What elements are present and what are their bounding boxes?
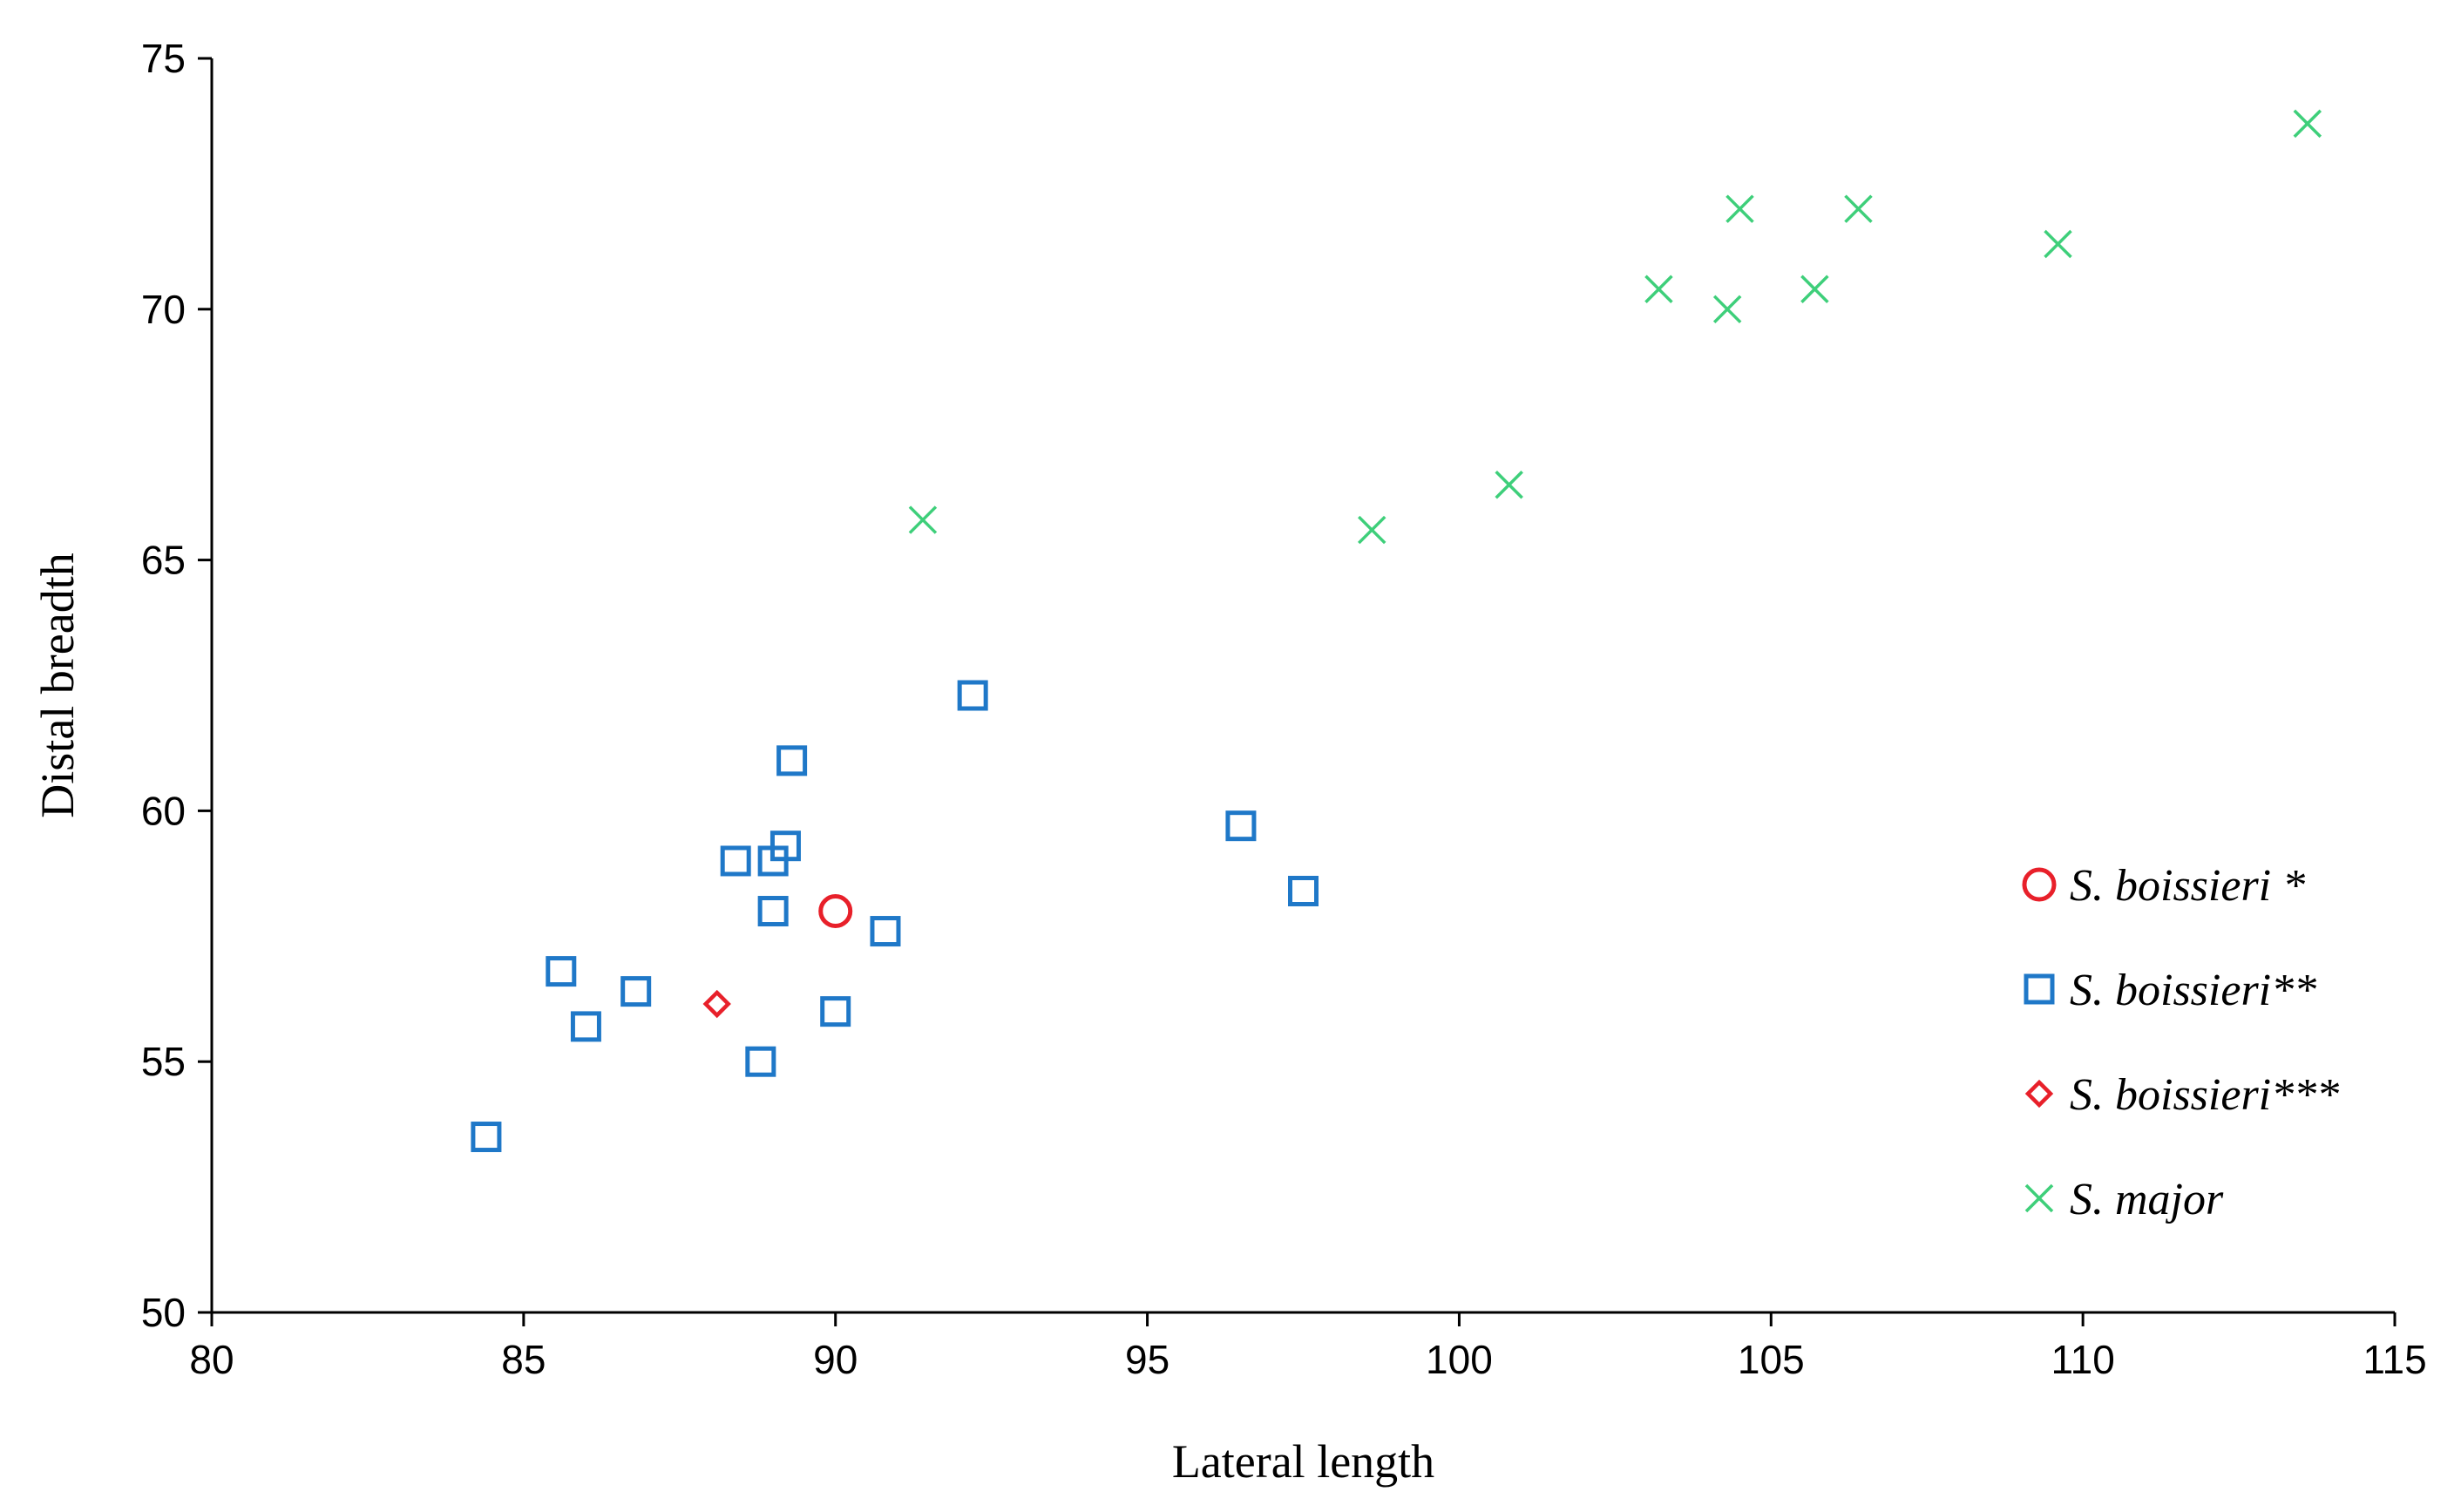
axes: 80 85 90 95 100 105 110 115 50 55 60 65 70 75 (141, 36, 2427, 1382)
x-tick-label-1: 85 (501, 1337, 546, 1382)
point-s1-10 (820, 996, 851, 1027)
legend: S. boissieri * S. boissieri** S. boissieri… (2022, 861, 2339, 1224)
point-s1-3 (620, 976, 652, 1007)
y-tick-label-1: 55 (141, 1039, 186, 1084)
point-s1-1 (546, 956, 577, 987)
legend-label-2: S. boissieri*** (2070, 1070, 2339, 1120)
point-s3-9 (2293, 109, 2322, 139)
y-axis-title: Distal breadth (31, 553, 84, 817)
x-axis-title: Lateral length (1172, 1435, 1434, 1488)
point-s1-12 (957, 680, 988, 711)
point-s1-14 (1288, 875, 1319, 906)
x-tick-label-3: 95 (1125, 1337, 1169, 1382)
point-s1-2 (570, 1011, 601, 1042)
y-tick-label-3: 65 (141, 538, 186, 583)
point-s1-13 (1225, 810, 1257, 842)
x-tick-label-5: 105 (1738, 1337, 1805, 1382)
x-tick-label-6: 110 (2051, 1337, 2114, 1382)
y-tick-label-4: 70 (141, 287, 186, 332)
point-s3-1 (1357, 515, 1386, 545)
x-tick-label-0: 80 (189, 1337, 234, 1382)
point-s3-4 (1712, 295, 1742, 324)
point-s3-5 (1725, 194, 1754, 223)
legend-marker-0 (2022, 867, 2057, 902)
point-s1-5 (745, 1046, 776, 1077)
point-s1-9 (776, 745, 808, 776)
point-s1-0 (471, 1122, 502, 1153)
point-s1-4 (720, 845, 751, 877)
point-s1-6 (757, 896, 789, 927)
legend-marker-2 (2024, 1079, 2054, 1109)
point-s3-6 (1800, 275, 1829, 304)
legend-marker-1 (2024, 973, 2055, 1005)
y-ticks: 50 55 60 65 70 75 (141, 36, 212, 1335)
x-tick-label-2: 90 (813, 1337, 858, 1382)
point-s3-7 (1844, 194, 1873, 223)
point-s3-2 (1495, 471, 1523, 499)
x-ticks: 80 85 90 95 100 105 110 115 (189, 1312, 2427, 1382)
legend-marker-3 (2024, 1183, 2054, 1213)
data-points (471, 109, 2322, 1153)
legend-label-3: S. major (2070, 1175, 2224, 1224)
point-s1-8 (769, 831, 801, 862)
point-s3-8 (2044, 229, 2072, 259)
legend-label-0: S. boissieri * (2070, 861, 2305, 911)
x-tick-label-7: 115 (2363, 1337, 2426, 1382)
x-tick-label-4: 100 (1426, 1337, 1493, 1382)
y-tick-label-0: 50 (141, 1290, 186, 1335)
y-tick-label-2: 60 (141, 788, 186, 833)
point-s2-0 (702, 989, 731, 1019)
y-tick-label-5: 75 (141, 36, 186, 81)
point-s3-0 (908, 505, 938, 534)
point-s0-0 (818, 894, 853, 929)
point-s3-3 (1644, 275, 1673, 304)
legend-label-1: S. boissieri** (2070, 966, 2316, 1015)
point-s1-11 (870, 916, 901, 947)
